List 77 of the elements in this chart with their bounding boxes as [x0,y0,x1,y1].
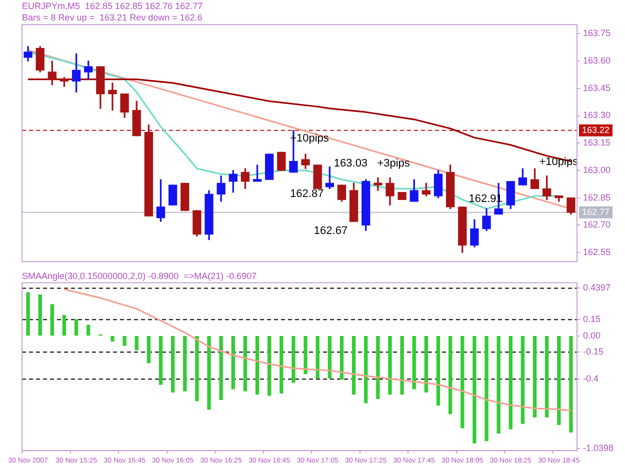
bar [268,336,272,396]
bar [62,314,66,336]
bar [569,336,573,433]
y-tick-label: -0.4 [583,374,599,384]
bar [170,336,175,392]
bar [508,336,512,430]
y-tick-label: 163.15 [583,138,611,148]
candlestick [374,177,382,191]
bar [400,336,404,395]
candlestick [313,164,322,190]
y-tick-label: 163.30 [583,110,611,120]
bar [134,336,138,350]
bar [545,336,549,418]
bar [412,336,416,390]
bar [328,336,332,378]
bar [376,336,380,399]
y-tick-label: -0.15 [583,346,604,357]
bar [122,336,126,346]
bar [243,336,248,392]
chart-subtitle: Bars = 8 Rev up = 163.21 Rev down = 162.6 [22,12,202,23]
y-tick-label: 0.4397 [583,282,611,293]
y-tick-label: 162.85 [583,192,611,202]
candlestick [398,192,406,200]
bar [219,336,223,400]
ref-line-label: 162.77 [582,206,610,217]
bar [340,336,344,380]
bar [255,336,260,395]
bar [207,336,211,410]
candlestick [277,152,286,171]
y-tick-label: 162.55 [583,246,611,257]
bar [520,336,525,424]
annotation: 162.87 [290,188,324,200]
bar [158,336,163,385]
bar [50,304,54,336]
chart-title: SMAAngle(30,0.15000000,2,0) -0.8900 =>MA(21) -0.6907 [22,270,257,281]
bar [472,336,476,444]
bar [316,336,320,378]
bar [557,336,561,425]
y-tick-label: 163.75 [583,28,611,38]
candlestick [180,182,190,211]
y-tick-label: 163.00 [583,164,611,175]
bar [146,336,151,364]
bar [195,336,199,402]
bar [26,292,30,336]
bar [484,336,488,442]
ref-line-label: 163.22 [582,124,610,135]
annotation: 162.67 [314,224,348,237]
y-tick-label: 162.70 [583,220,611,230]
bar [280,336,284,394]
y-tick-label: 163.60 [583,56,611,66]
y-tick-label: 0.00 [583,330,601,340]
bar [292,336,296,383]
candlestick [168,184,178,206]
bar [38,294,42,336]
bar [448,336,452,414]
bar [388,336,392,395]
bar [460,336,464,428]
bar [364,336,368,404]
bar [352,336,356,395]
y-tick-label: 163.45 [583,82,611,93]
bar [231,336,235,390]
bar [74,319,78,336]
bar [436,336,440,406]
bar [86,324,90,336]
annotation: +3pips [377,157,410,170]
bar [532,336,537,418]
y-tick-label: 0.15 [583,314,601,324]
candlestick [265,154,274,180]
bar [183,336,187,392]
chart-title: EURJPYm,M5 162.85 162.85 162.76 162.77 [22,0,203,11]
bar [110,336,114,342]
bar [496,336,500,434]
bar [304,336,308,374]
bar [424,336,428,392]
annotation: 163.03 [334,157,368,170]
y-tick-label: -1.0398 [583,442,614,453]
annotation: +10pips [539,156,579,168]
